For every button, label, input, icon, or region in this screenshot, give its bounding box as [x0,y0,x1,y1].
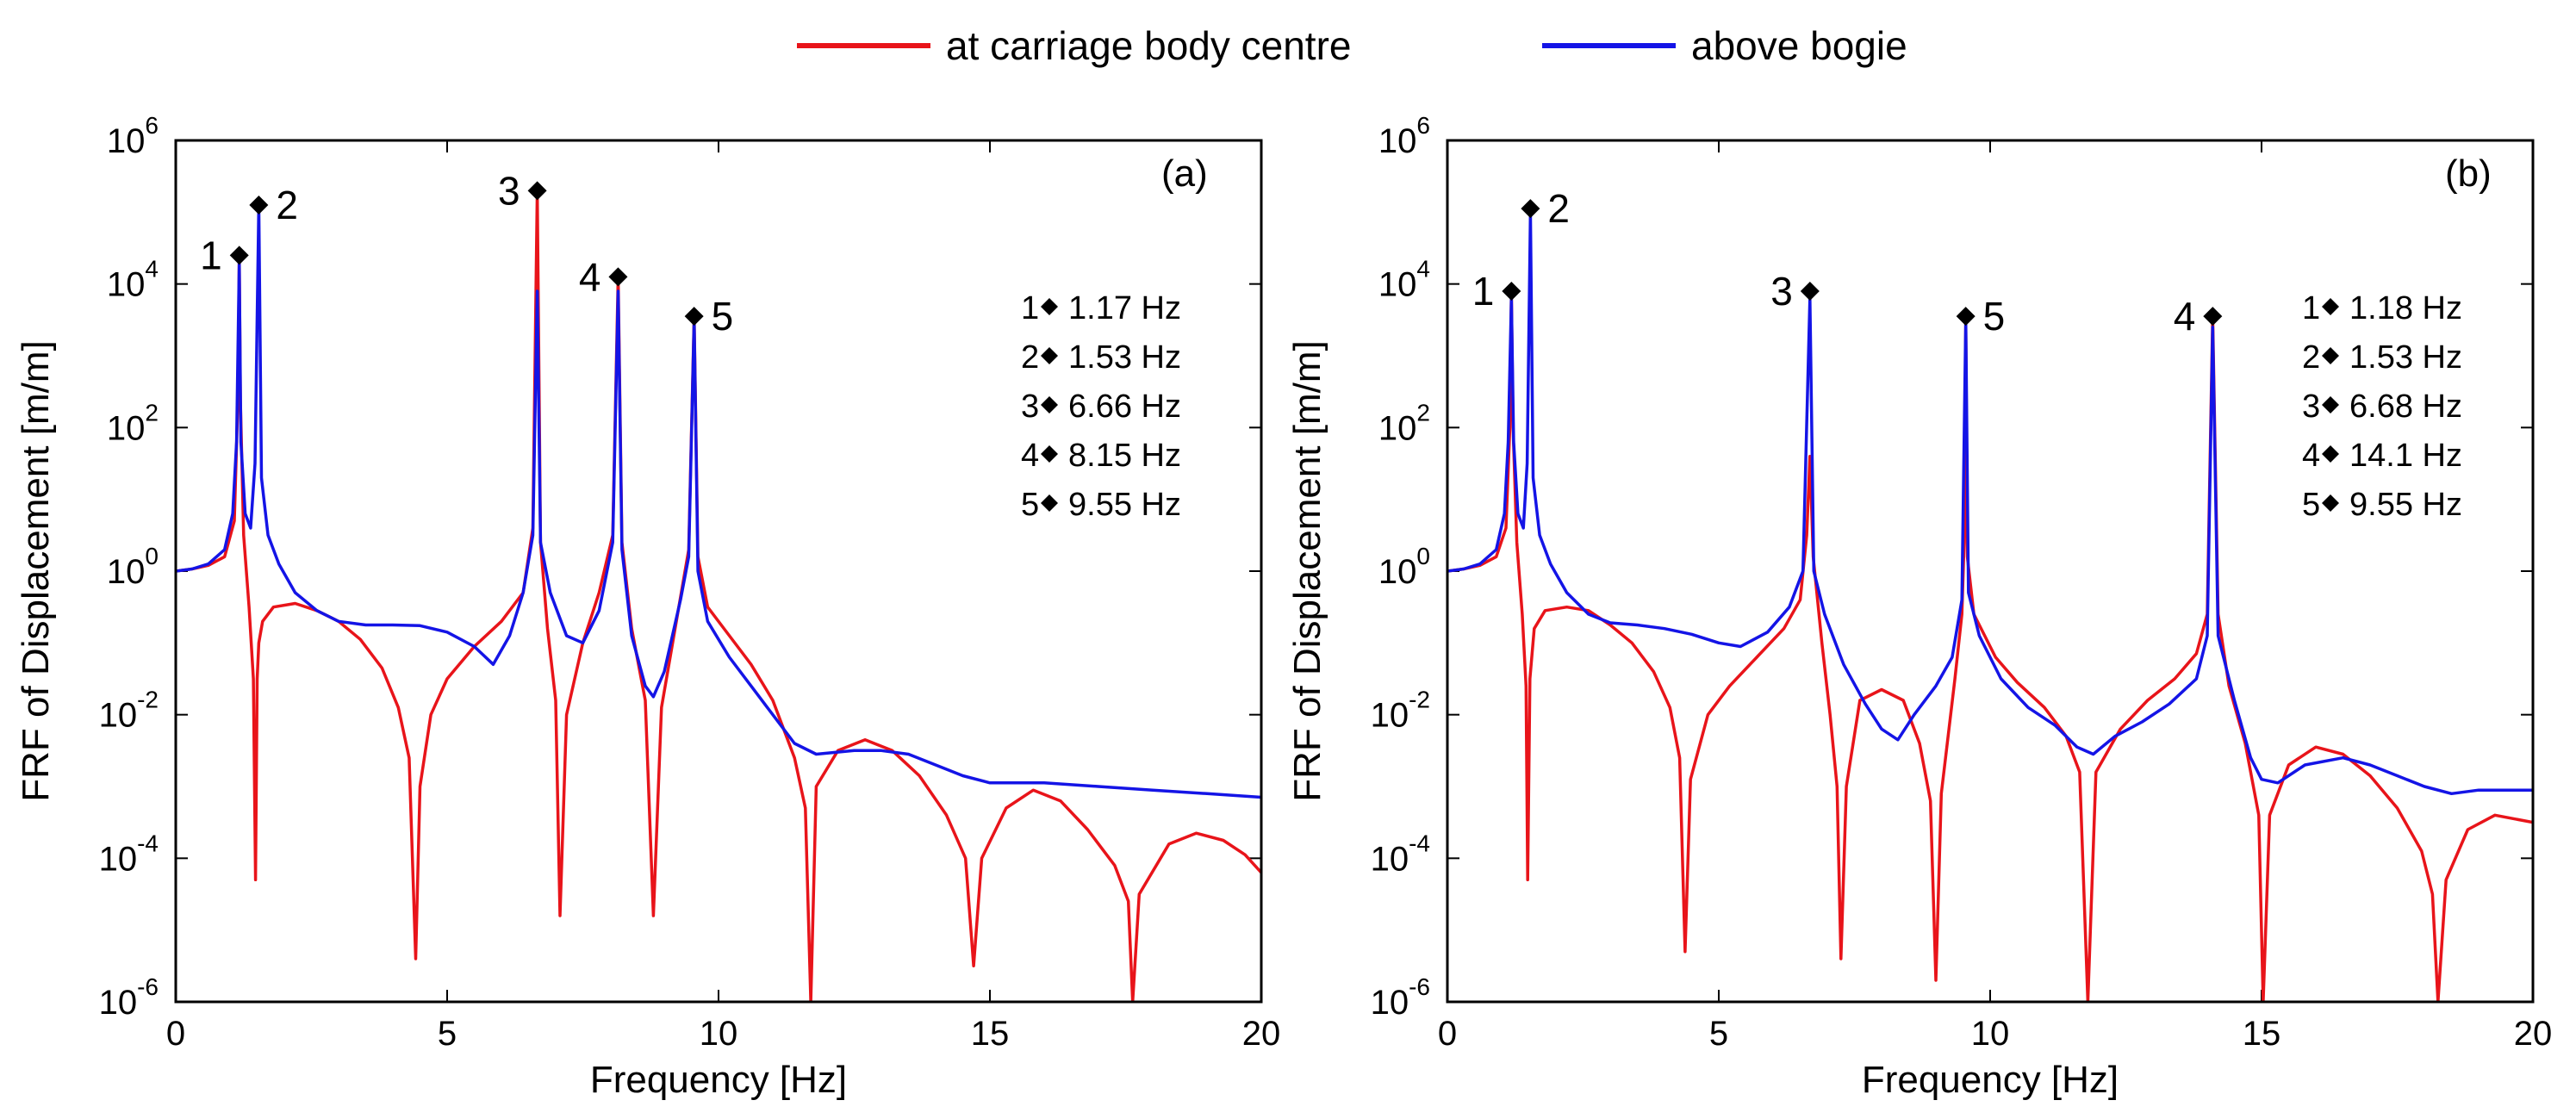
y-tick-label-b-2: 10-2 [1371,687,1430,735]
mode-label-a-3: 3 [498,168,520,213]
x-axis-title-b: Frequency [Hz] [1862,1059,2119,1101]
x-tick-label-b-1: 5 [1709,1015,1728,1053]
mode-table-a-freq-5: 9.55 Hz [1068,487,1181,523]
mode-table-a-diamond-1 [1041,298,1058,315]
mode-table-b-freq-5: 9.55 Hz [2349,487,2462,523]
x-tick-label-b-0: 0 [1438,1015,1457,1053]
mode-table-a-diamond-4 [1041,445,1058,463]
mode-table-b-num-3: 3 [2302,389,2320,425]
legend: at carriage body centre above bogie [797,23,1907,68]
mode-label-b-4: 4 [2174,294,2196,339]
mode-label-b-3: 3 [1770,269,1793,314]
mode-marker-b-4 [2203,307,2223,326]
y-tick-label-a-2: 10-2 [99,687,159,735]
mode-table-b-num-4: 4 [2302,438,2320,474]
mode-table-a-freq-2: 1.53 Hz [1068,339,1181,376]
y-tick-label-b-4: 102 [1378,399,1430,447]
series-line-a-above-bogie [176,203,1261,799]
mode-label-a-2: 2 [276,183,298,227]
mode-markers-b: 1 2 3 5 4 [1472,186,2223,339]
mode-markers-a: 1 2 3 4 5 [200,168,733,339]
mode-table-a-diamond-2 [1041,347,1058,364]
y-tick-label-b-6: 106 [1378,112,1430,160]
mode-table-b-num-1: 1 [2302,290,2320,326]
series-line-b-above-bogie [1447,210,2533,796]
y-tick-label-b-1: 10-4 [1371,830,1430,878]
mode-table-b-num-2: 2 [2302,339,2320,376]
y-tick-label-a-3: 100 [107,543,159,591]
mode-table-a: 1 2 3 4 5 1.17 Hz 1.53 Hz 6.66 Hz 8.15 H… [1021,290,1181,523]
panel-label-a: (a) [1161,152,1208,195]
mode-marker-b-1 [1502,282,1521,301]
mode-table-a-num-2: 2 [1021,339,1039,376]
mode-label-a-1: 1 [200,233,222,277]
mode-marker-b-5 [1956,307,1976,326]
legend-label-above-bogie: above bogie [1691,23,1907,68]
mode-table-b-diamond-3 [2322,396,2339,413]
mode-table-b-diamond-2 [2322,347,2339,364]
x-tick-label-a-2: 10 [700,1015,738,1053]
mode-table-a-freq-4: 8.15 Hz [1068,438,1181,474]
legend-label-carriage-centre: at carriage body centre [946,23,1352,68]
y-tick-label-a-1: 10-4 [99,830,159,878]
mode-table-b-freq-3: 6.68 Hz [2349,389,2462,425]
series-lines-b [1447,210,2533,1002]
mode-label-b-5: 5 [1983,294,2006,339]
mode-table-b-num-5: 5 [2302,487,2320,523]
mode-table-b-diamond-4 [2322,445,2339,463]
x-tick-label-b-2: 10 [1971,1015,2010,1053]
panel-label-b: (b) [2445,152,2492,195]
mode-table-a-freq-1: 1.17 Hz [1068,290,1181,326]
mode-table-a-num-4: 4 [1021,438,1039,474]
x-tick-label-a-1: 5 [438,1015,457,1053]
mode-marker-a-2 [249,196,269,214]
mode-table-a-num-3: 3 [1021,389,1039,425]
y-axis-title-b: FRF of Displacement [m/m] [1286,340,1328,801]
mode-label-b-2: 2 [1547,186,1570,231]
mode-marker-b-3 [1800,282,1820,301]
mode-table-a-num-5: 5 [1021,487,1039,523]
mode-label-a-5: 5 [712,294,734,339]
y-tick-label-a-0: 10-6 [99,973,159,1022]
series-lines-a [176,189,1261,1002]
y-tick-label-a-5: 104 [107,256,159,304]
mode-table-b-freq-1: 1.18 Hz [2349,290,2462,326]
y-axis-title-a: FRF of Displacement [m/m] [15,340,57,801]
mode-table-a-diamond-3 [1041,396,1058,413]
mode-table-b-freq-2: 1.53 Hz [2349,339,2462,376]
mode-marker-a-4 [608,267,628,287]
x-tick-label-b-4: 20 [2514,1015,2553,1053]
plot-frame-b [1446,139,2535,1004]
plot-frame-a [174,139,1263,1004]
mode-table-b-freq-4: 14.1 Hz [2349,438,2462,474]
series-line-b-carriage-centre [1447,289,2533,1002]
y-tick-label-a-6: 106 [107,112,159,160]
mode-marker-a-1 [229,246,249,265]
y-tick-label-b-5: 104 [1378,256,1430,304]
x-axis-title-a: Frequency [Hz] [590,1059,847,1101]
mode-table-a-freq-3: 6.66 Hz [1068,389,1181,425]
mode-table-a-num-1: 1 [1021,290,1039,326]
x-tick-label-a-3: 15 [971,1015,1010,1053]
mode-table-b-diamond-5 [2322,494,2339,512]
mode-marker-a-3 [527,181,547,201]
mode-marker-b-2 [1521,199,1540,219]
mode-table-b: 1 2 3 4 5 1.18 Hz 1.53 Hz 6.68 Hz 14.1 H… [2302,290,2462,523]
x-tick-label-b-3: 15 [2243,1015,2281,1053]
x-tick-label-a-0: 0 [166,1015,185,1053]
mode-table-a-diamond-5 [1041,494,1058,512]
y-tick-label-b-3: 100 [1378,543,1430,591]
mode-marker-a-5 [684,307,704,326]
y-tick-label-b-0: 10-6 [1371,973,1430,1022]
mode-table-b-diamond-1 [2322,298,2339,315]
mode-label-b-1: 1 [1472,269,1495,314]
mode-label-a-4: 4 [579,254,601,299]
y-tick-label-a-4: 102 [107,399,159,447]
x-tick-label-a-4: 20 [1242,1015,1281,1053]
